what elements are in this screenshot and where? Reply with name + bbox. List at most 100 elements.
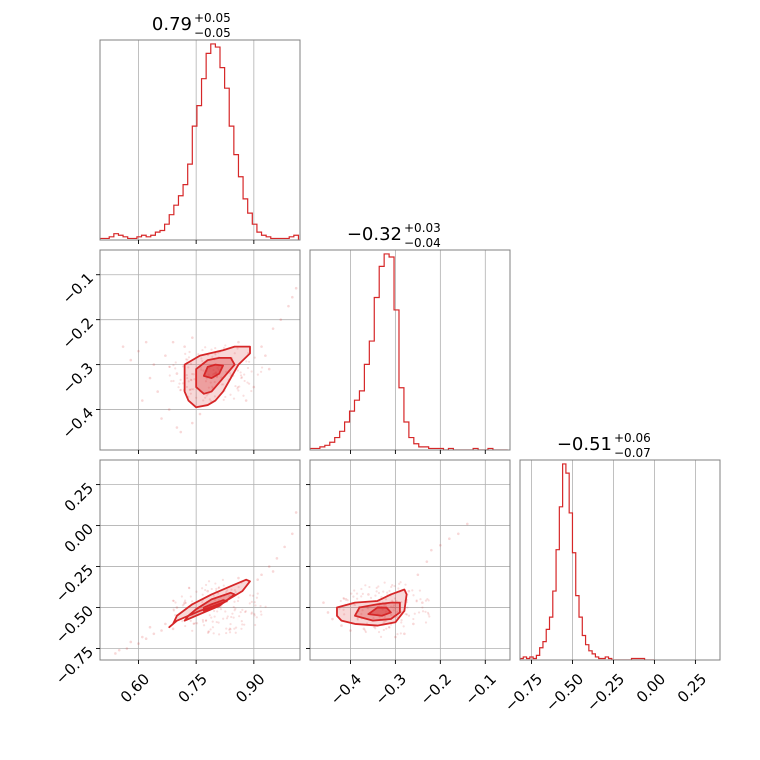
scatter-point bbox=[222, 617, 225, 620]
scatter-point bbox=[229, 628, 232, 631]
scatter-point bbox=[254, 623, 257, 627]
scatter-point bbox=[355, 592, 359, 595]
scatter-point bbox=[172, 364, 175, 367]
y-tick-label: 0.00 bbox=[61, 520, 97, 556]
scatter-point bbox=[392, 604, 396, 607]
scatter-point bbox=[244, 610, 247, 613]
scatter-point bbox=[368, 585, 371, 589]
scatter-point bbox=[375, 590, 378, 593]
scatter-point bbox=[222, 398, 225, 402]
scatter-point bbox=[184, 601, 187, 604]
scatter-point bbox=[217, 586, 220, 590]
scatter-point bbox=[200, 357, 203, 360]
scatter-point bbox=[233, 627, 236, 630]
scatter-point bbox=[189, 619, 192, 623]
scatter-point bbox=[192, 622, 196, 625]
scatter-point bbox=[260, 573, 263, 577]
scatter-point bbox=[172, 379, 175, 383]
scatter-point bbox=[267, 367, 271, 371]
scatter-point bbox=[243, 623, 246, 626]
scatter-point bbox=[172, 608, 175, 611]
scatter-point bbox=[152, 632, 156, 636]
scatter-point bbox=[344, 598, 348, 601]
tick-marks bbox=[349, 450, 486, 454]
scatter-point bbox=[384, 598, 388, 601]
scatter-point bbox=[172, 609, 175, 612]
y-tick-label: −0.75 bbox=[52, 643, 97, 688]
tick-marks bbox=[96, 484, 255, 664]
scatter-point bbox=[212, 594, 215, 597]
scatter-point bbox=[185, 358, 188, 361]
scatter-point bbox=[275, 557, 279, 560]
scatter-point bbox=[399, 632, 402, 635]
scatter-point bbox=[239, 611, 242, 614]
scatter-point bbox=[225, 617, 229, 620]
scatter-point bbox=[174, 361, 177, 364]
scatter-point bbox=[224, 344, 227, 347]
scatter-point bbox=[369, 596, 373, 599]
scatter-point bbox=[180, 595, 183, 598]
scatter-point bbox=[214, 346, 217, 350]
scatter-point bbox=[394, 606, 397, 610]
scatter-point bbox=[244, 399, 248, 402]
scatter-point bbox=[259, 370, 263, 373]
scatter-point bbox=[231, 612, 234, 615]
scatter-point bbox=[194, 622, 197, 625]
scatter-point bbox=[204, 588, 207, 592]
scatter-point bbox=[457, 532, 460, 536]
y-tick-label: −0.25 bbox=[52, 561, 97, 606]
scatter-point bbox=[413, 612, 416, 615]
scatter-point bbox=[397, 587, 400, 590]
scatter-point bbox=[174, 613, 177, 617]
scatter-point bbox=[248, 382, 251, 385]
scatter-point bbox=[236, 369, 239, 372]
scatter-point bbox=[234, 384, 237, 388]
scatter-point bbox=[380, 595, 383, 599]
scatter-point bbox=[213, 615, 216, 618]
scatter-point bbox=[224, 610, 227, 613]
x-tick-label: 0.90 bbox=[232, 670, 268, 706]
scatter-point bbox=[202, 369, 205, 372]
scatter-point bbox=[382, 628, 385, 632]
scatter-point bbox=[392, 609, 395, 612]
scatter-point bbox=[367, 607, 370, 610]
histogram-step-line bbox=[100, 43, 300, 240]
panel-content bbox=[520, 463, 655, 660]
scatter-point bbox=[237, 596, 240, 599]
panel-frame bbox=[309, 459, 511, 661]
scatter-point bbox=[213, 609, 216, 613]
scatter-point bbox=[361, 609, 364, 612]
scatter-point bbox=[342, 596, 345, 600]
scatter-point bbox=[144, 637, 148, 640]
y-tick-label: −0.1 bbox=[59, 269, 97, 307]
scatter-point bbox=[419, 598, 422, 601]
scatter-point bbox=[183, 601, 186, 604]
scatter-point bbox=[342, 597, 346, 600]
scatter-point bbox=[241, 608, 244, 611]
grid-lines bbox=[100, 250, 300, 450]
panel-title-value: −0.32 bbox=[347, 224, 402, 245]
scatter-point bbox=[167, 408, 171, 411]
x-tick-label: 0.00 bbox=[633, 670, 669, 706]
scatter-point bbox=[283, 545, 286, 549]
scatter-point bbox=[181, 620, 184, 623]
scatter-point bbox=[215, 587, 218, 590]
scatter-point bbox=[208, 398, 211, 401]
scatter-point bbox=[179, 389, 182, 392]
scatter-point bbox=[201, 349, 204, 352]
scatter-point bbox=[228, 371, 232, 375]
scatter-point bbox=[228, 631, 232, 634]
scatter-point bbox=[245, 360, 248, 363]
scatter-point bbox=[364, 630, 367, 634]
scatter-point bbox=[379, 635, 383, 638]
scatter-point bbox=[234, 607, 237, 610]
scatter-point bbox=[400, 621, 403, 624]
scatter-point bbox=[191, 421, 194, 425]
scatter-point bbox=[340, 624, 343, 627]
panel-frame bbox=[99, 39, 301, 241]
tick-marks bbox=[306, 484, 486, 664]
scatter-point bbox=[234, 590, 237, 594]
grid-lines bbox=[310, 460, 510, 660]
scatter-point bbox=[193, 378, 196, 381]
scatter-point bbox=[114, 652, 117, 655]
